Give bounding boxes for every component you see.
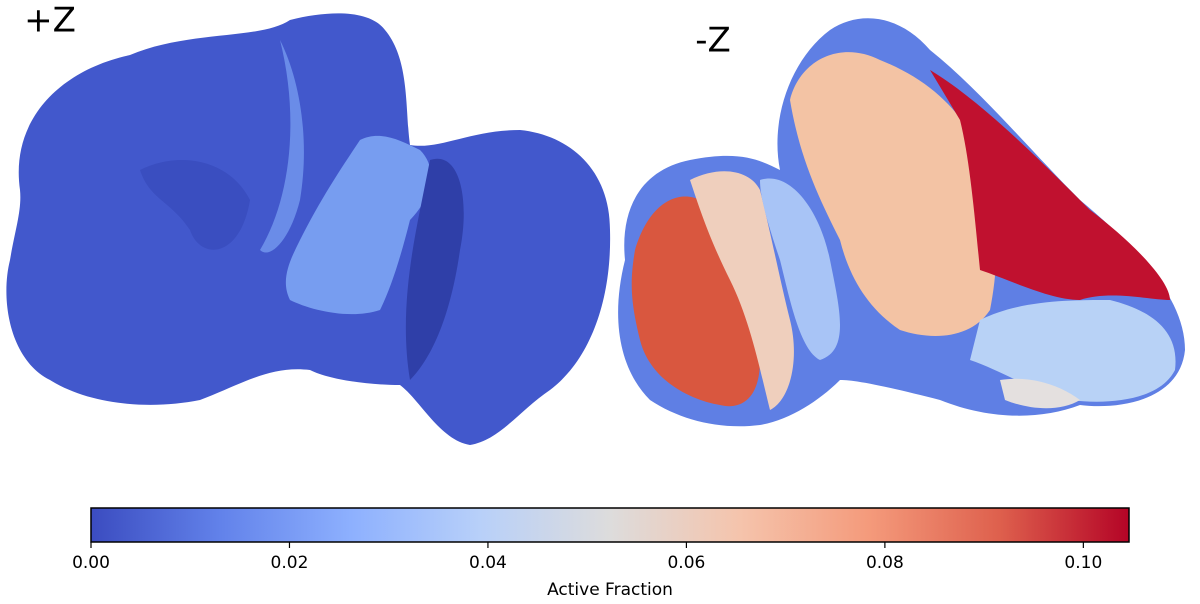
comet-plus-z [6,13,611,445]
x-tick-label: 0.08 [866,553,904,573]
panel-label: -Z [695,21,731,61]
comet-minus-z [618,18,1185,427]
x-tick-label: 0.02 [271,553,309,573]
panel-label: +Z [24,1,76,41]
x-tick-label: 0.06 [667,553,705,573]
colorbar [90,507,1130,543]
x-tick-label: 0.00 [72,553,110,573]
x-tick-label: 0.04 [469,553,507,573]
x-axis-label: Active Fraction [547,580,673,600]
x-tick-label: 0.10 [1064,553,1102,573]
